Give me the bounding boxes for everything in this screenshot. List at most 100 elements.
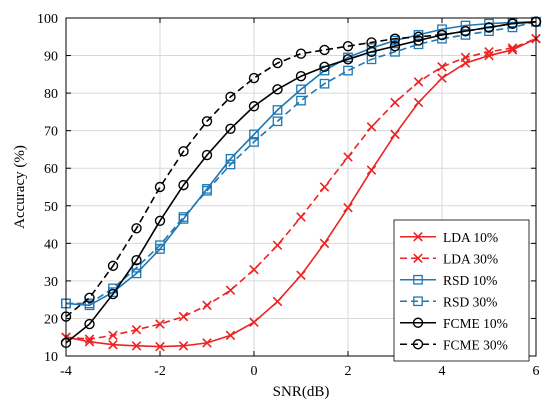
series-line	[65, 20, 537, 318]
legend-marker	[413, 253, 423, 264]
data-point	[131, 262, 142, 273]
data-point	[178, 341, 189, 351]
series-line	[65, 20, 537, 307]
data-point	[84, 298, 95, 309]
data-point	[437, 24, 447, 35]
data-point	[366, 37, 377, 48]
data-point-stroke	[108, 330, 118, 341]
data-point	[248, 101, 260, 112]
data-point	[131, 341, 142, 351]
data-point-stroke	[84, 334, 95, 344]
legend-entry: FCME 30%	[400, 337, 508, 352]
data-point-stroke	[413, 97, 424, 108]
data-point	[390, 129, 400, 140]
data-point-stroke	[413, 77, 424, 87]
data-point	[249, 317, 259, 327]
legend-marker	[412, 339, 424, 350]
data-point-stroke	[272, 296, 283, 307]
data-point	[437, 62, 447, 72]
data-point	[131, 255, 142, 266]
data-point-stroke	[484, 50, 494, 61]
data-point	[272, 240, 283, 250]
x-tick-label: 4	[439, 364, 446, 379]
legend-marker-stroke	[413, 253, 423, 264]
data-point-stroke	[225, 285, 236, 296]
data-point	[202, 338, 212, 348]
data-point-stroke	[343, 202, 353, 213]
data-point	[202, 185, 212, 196]
data-point	[225, 153, 236, 164]
data-point	[343, 65, 353, 76]
data-point-stroke	[319, 238, 330, 249]
data-point	[319, 44, 330, 56]
data-point-stroke	[366, 165, 377, 175]
data-point	[249, 129, 259, 140]
legend-marker	[413, 231, 423, 242]
data-point	[272, 105, 283, 115]
data-point	[84, 334, 95, 344]
axis-tick-labels: -4 -2 0 2 4 6 10 20 30 40 50 60 70 80 90 100	[37, 12, 540, 379]
data-point-stroke	[108, 339, 118, 350]
data-point	[366, 54, 377, 65]
data-point	[507, 43, 518, 53]
data-point-stroke	[437, 62, 447, 72]
data-point-stroke	[319, 182, 330, 192]
data-point-stroke	[131, 341, 142, 351]
data-point	[155, 319, 165, 329]
data-point	[413, 77, 424, 87]
data-point	[342, 54, 354, 65]
data-point	[155, 341, 165, 352]
data-point	[131, 268, 142, 279]
legend-label: LDA 30%	[443, 251, 498, 266]
x-tick-label: 0	[251, 364, 258, 379]
data-point	[225, 159, 236, 170]
data-point	[272, 57, 283, 69]
data-point	[366, 122, 377, 132]
data-point	[225, 285, 236, 296]
data-point	[154, 215, 166, 227]
data-point	[413, 97, 424, 108]
x-axis-title: SNR(dB)	[273, 384, 330, 400]
x-tick-label: -4	[60, 364, 72, 379]
y-tick-label: 30	[44, 275, 58, 290]
data-point-stroke	[390, 97, 400, 108]
data-point	[131, 223, 142, 234]
data-point-stroke	[178, 341, 189, 351]
data-point	[178, 212, 189, 222]
data-point	[436, 29, 448, 41]
data-point	[484, 47, 494, 57]
data-point	[296, 270, 306, 281]
legend-label: FCME 30%	[443, 337, 508, 352]
x-tick-label: 2	[345, 364, 352, 379]
data-point-stroke	[296, 212, 306, 222]
data-point	[460, 20, 471, 31]
legend-entry: FCME 10%	[400, 316, 508, 331]
data-point	[131, 324, 142, 335]
data-point	[201, 149, 213, 161]
data-point	[178, 179, 189, 191]
data-point-stroke	[507, 45, 518, 55]
legend-marker	[413, 274, 423, 285]
legend-marker	[412, 317, 424, 328]
data-point	[319, 182, 330, 192]
legend-entry: RSD 10%	[400, 273, 497, 288]
legend-label: FCME 10%	[443, 316, 508, 331]
data-point	[319, 238, 330, 249]
y-tick-label: 20	[44, 312, 58, 327]
data-point	[107, 288, 119, 300]
y-tick-label: 100	[37, 12, 58, 27]
y-tick-label: 60	[44, 162, 58, 177]
data-point	[248, 72, 260, 84]
series-line	[66, 20, 537, 305]
data-point	[108, 330, 118, 341]
data-point-stroke	[178, 311, 189, 322]
data-point	[507, 18, 518, 29]
data-point	[249, 137, 259, 147]
data-point-stroke	[437, 73, 447, 83]
series-layer	[60, 16, 542, 352]
data-point-stroke	[507, 43, 518, 53]
data-point	[178, 146, 189, 157]
legend-marker	[413, 296, 423, 307]
data-point-stroke	[155, 319, 165, 329]
